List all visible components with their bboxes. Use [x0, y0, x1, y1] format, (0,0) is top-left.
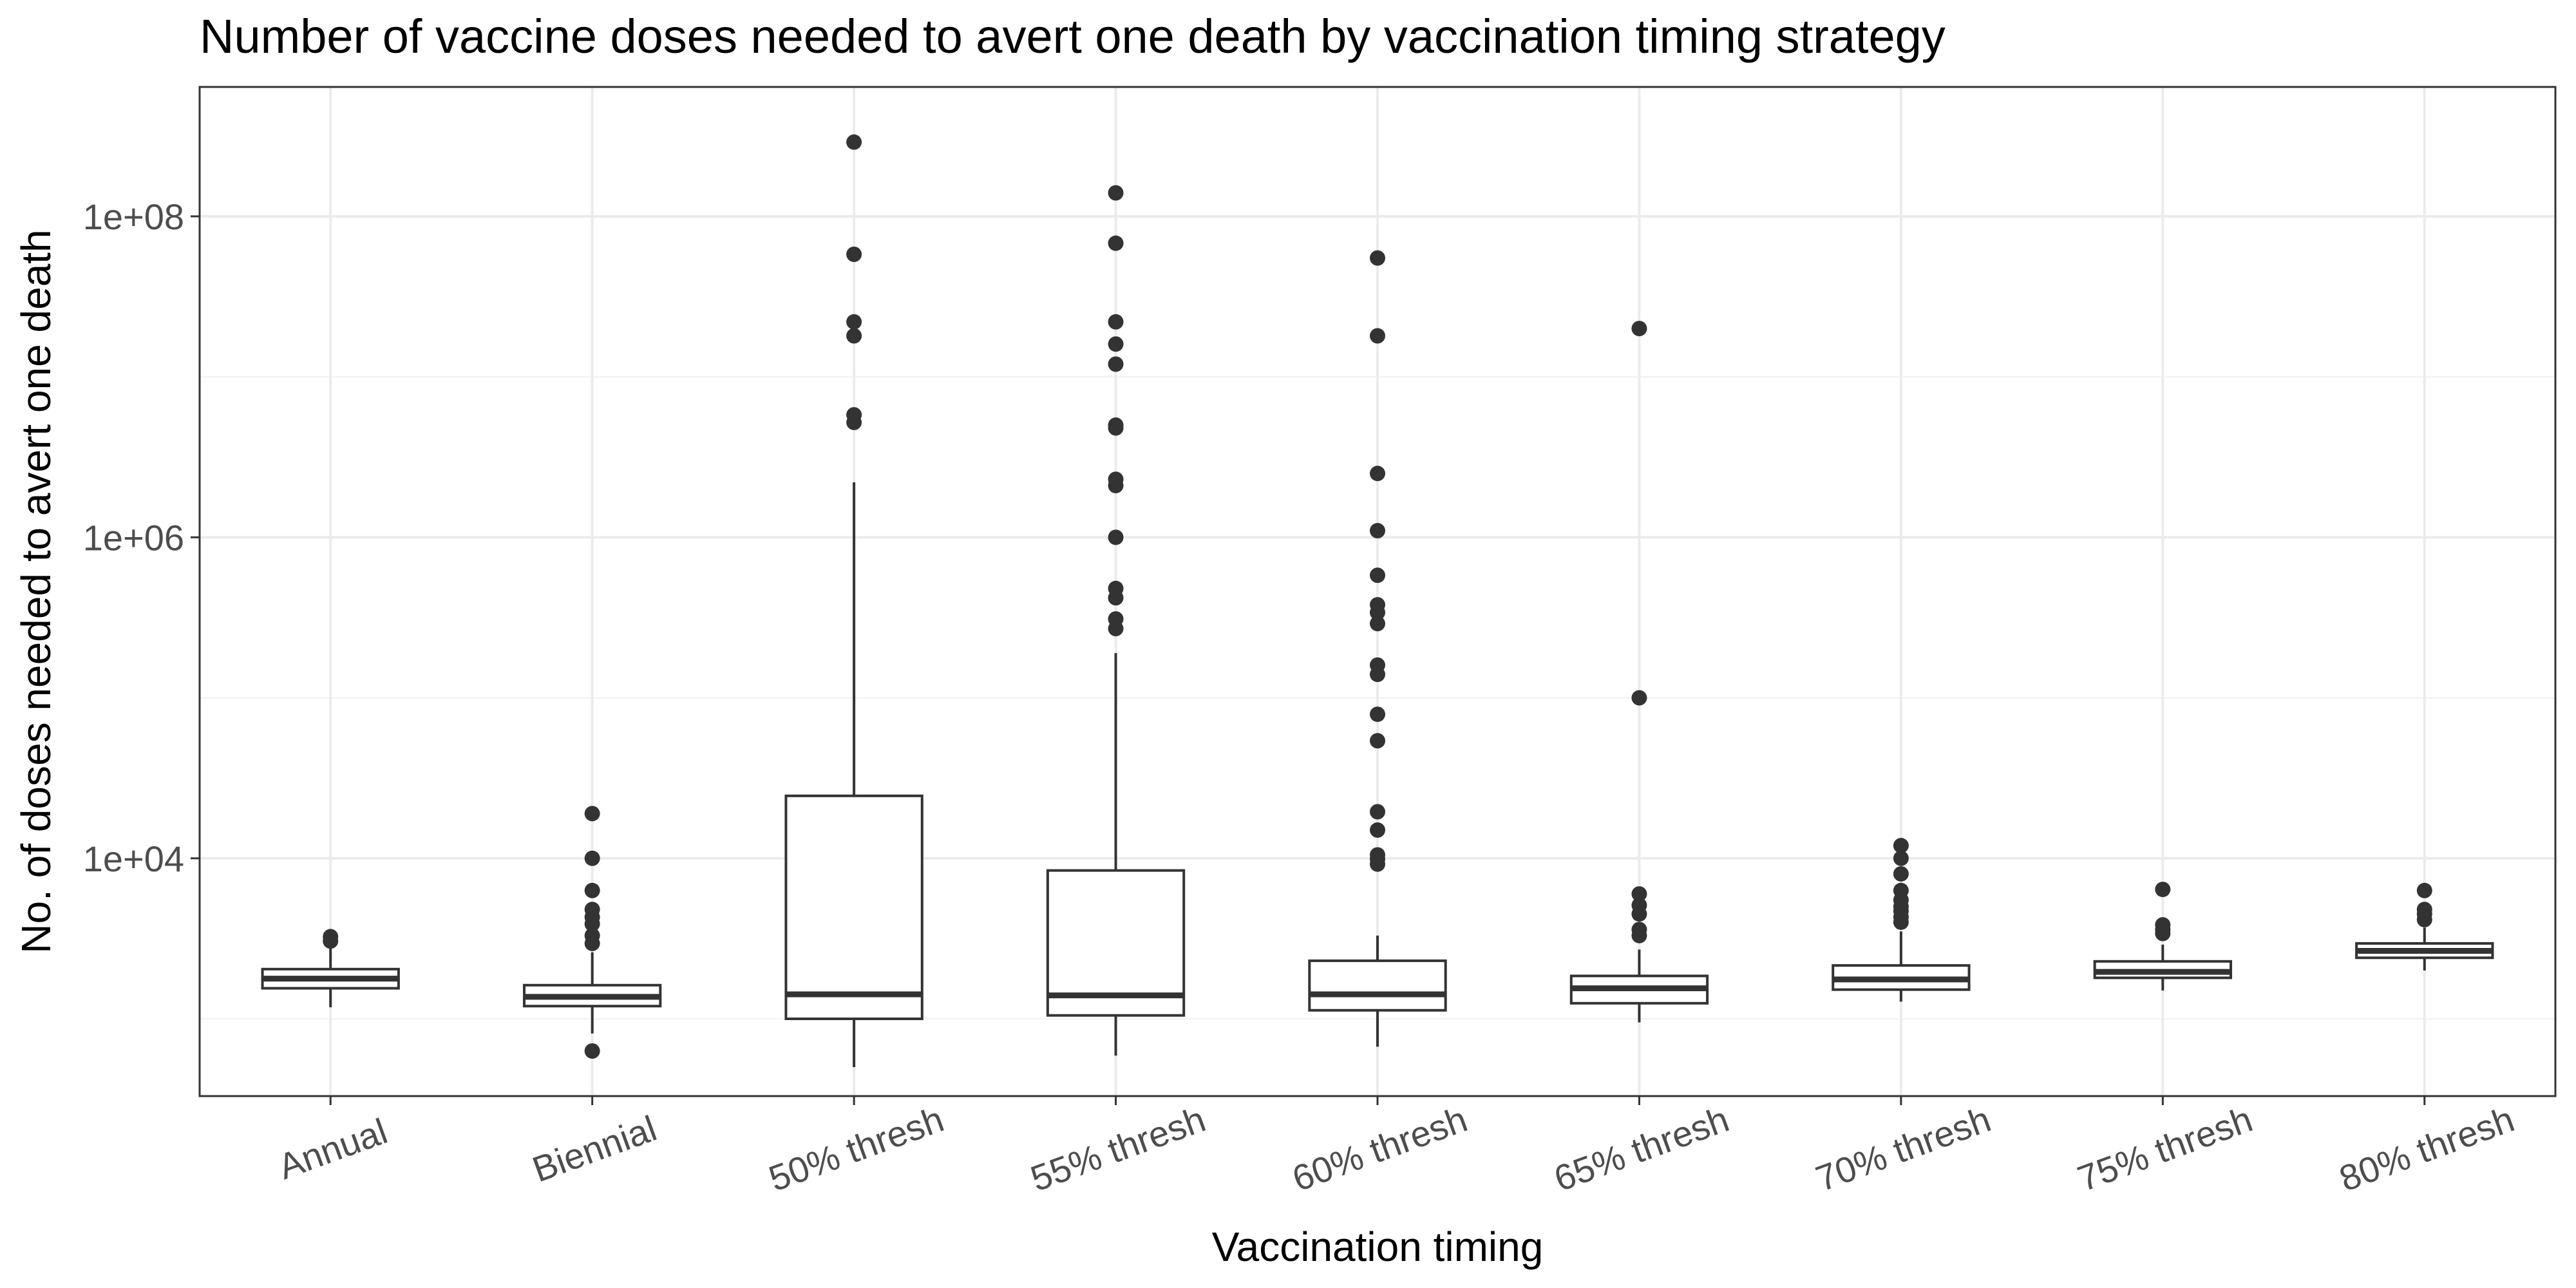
outlier-point	[1370, 804, 1385, 820]
box-iqr	[784, 794, 923, 1021]
outlier-point	[1370, 328, 1385, 344]
box-group	[784, 134, 923, 1068]
outlier-point	[1108, 185, 1124, 201]
x-tick-label: Annual	[273, 1110, 392, 1187]
box-iqr	[1308, 959, 1447, 1012]
outlier-point	[1370, 616, 1385, 632]
outlier-point	[2416, 902, 2432, 918]
outlier-point	[1631, 690, 1647, 706]
outlier-point	[1631, 321, 1647, 337]
outlier-point	[323, 929, 339, 945]
box-layer	[261, 134, 2494, 1068]
y-tick-label: 1e+08	[83, 196, 184, 237]
outlier-point	[584, 806, 600, 822]
outlier-point	[1893, 838, 1909, 854]
outlier-point	[2155, 882, 2171, 898]
x-tick-label: 55% thresh	[1025, 1099, 1211, 1199]
outlier-point	[1893, 882, 1909, 898]
outlier-point	[1370, 250, 1385, 266]
outlier-point	[1370, 733, 1385, 749]
box-iqr	[1046, 869, 1186, 1017]
outlier-point	[1108, 336, 1124, 352]
outlier-point	[1370, 706, 1385, 723]
y-axis-title: No. of doses needed to avert one death	[13, 229, 59, 953]
outlier-point	[1893, 866, 1909, 882]
box-group	[1832, 838, 1971, 1002]
outlier-point	[846, 328, 862, 344]
box-group	[1308, 250, 1447, 1047]
outlier-point	[1893, 850, 1909, 866]
outlier-point	[1370, 657, 1385, 673]
outlier-point	[584, 850, 600, 866]
outlier-point	[1631, 922, 1647, 938]
outlier-point	[584, 927, 600, 943]
outlier-point	[1631, 897, 1647, 913]
outlier-point	[2416, 882, 2432, 898]
box-group	[1046, 185, 1186, 1056]
x-tick-label: 60% thresh	[1287, 1099, 1472, 1199]
box-group	[2093, 882, 2233, 991]
x-tick-label: Biennial	[527, 1108, 662, 1189]
box-group	[1569, 321, 1709, 1023]
outlier-point	[846, 246, 862, 262]
outlier-point	[1108, 471, 1124, 488]
outlier-point	[1108, 356, 1124, 372]
outlier-point	[1370, 822, 1385, 838]
outlier-point	[1370, 847, 1385, 863]
outlier-point	[1108, 529, 1124, 545]
x-tick-label: 70% thresh	[1810, 1099, 1996, 1199]
outlier-point	[1370, 567, 1385, 583]
outlier-point	[584, 1043, 600, 1059]
outlier-point	[1108, 417, 1124, 433]
outlier-point	[584, 882, 600, 898]
y-tick-label: 1e+06	[83, 517, 184, 558]
outlier-point	[584, 902, 600, 918]
outlier-point	[2155, 917, 2171, 933]
y-axis: 1e+04 1e+06 1e+08	[83, 196, 200, 879]
outlier-point	[846, 134, 862, 150]
outlier-point	[846, 407, 862, 423]
box-group	[261, 929, 400, 1008]
outlier-point	[1370, 523, 1385, 539]
x-axis-title: Vaccination timing	[1212, 1224, 1544, 1270]
x-tick-label: 75% thresh	[2072, 1099, 2258, 1199]
outlier-point	[1108, 611, 1124, 627]
box-group	[2355, 882, 2494, 971]
outlier-point	[1631, 886, 1647, 902]
outlier-point	[1370, 597, 1385, 613]
y-tick-label: 1e+04	[83, 838, 184, 879]
outlier-point	[1108, 580, 1124, 596]
outlier-point	[1108, 314, 1124, 330]
x-tick-label: 65% thresh	[1549, 1099, 1734, 1199]
outlier-point	[1370, 466, 1385, 482]
x-tick-label: 50% thresh	[764, 1099, 949, 1199]
outlier-point	[846, 314, 862, 330]
chart-title: Number of vaccine doses needed to avert …	[200, 10, 1946, 63]
x-tick-label: 80% thresh	[2334, 1099, 2519, 1199]
box-group	[522, 806, 662, 1059]
x-axis: Annual Biennial 50% thresh 55% thresh 60% th…	[273, 1096, 2519, 1199]
outlier-point	[1108, 235, 1124, 251]
